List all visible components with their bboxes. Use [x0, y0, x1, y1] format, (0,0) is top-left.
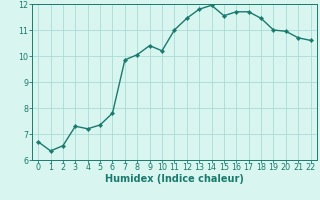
X-axis label: Humidex (Indice chaleur): Humidex (Indice chaleur) [105, 174, 244, 184]
